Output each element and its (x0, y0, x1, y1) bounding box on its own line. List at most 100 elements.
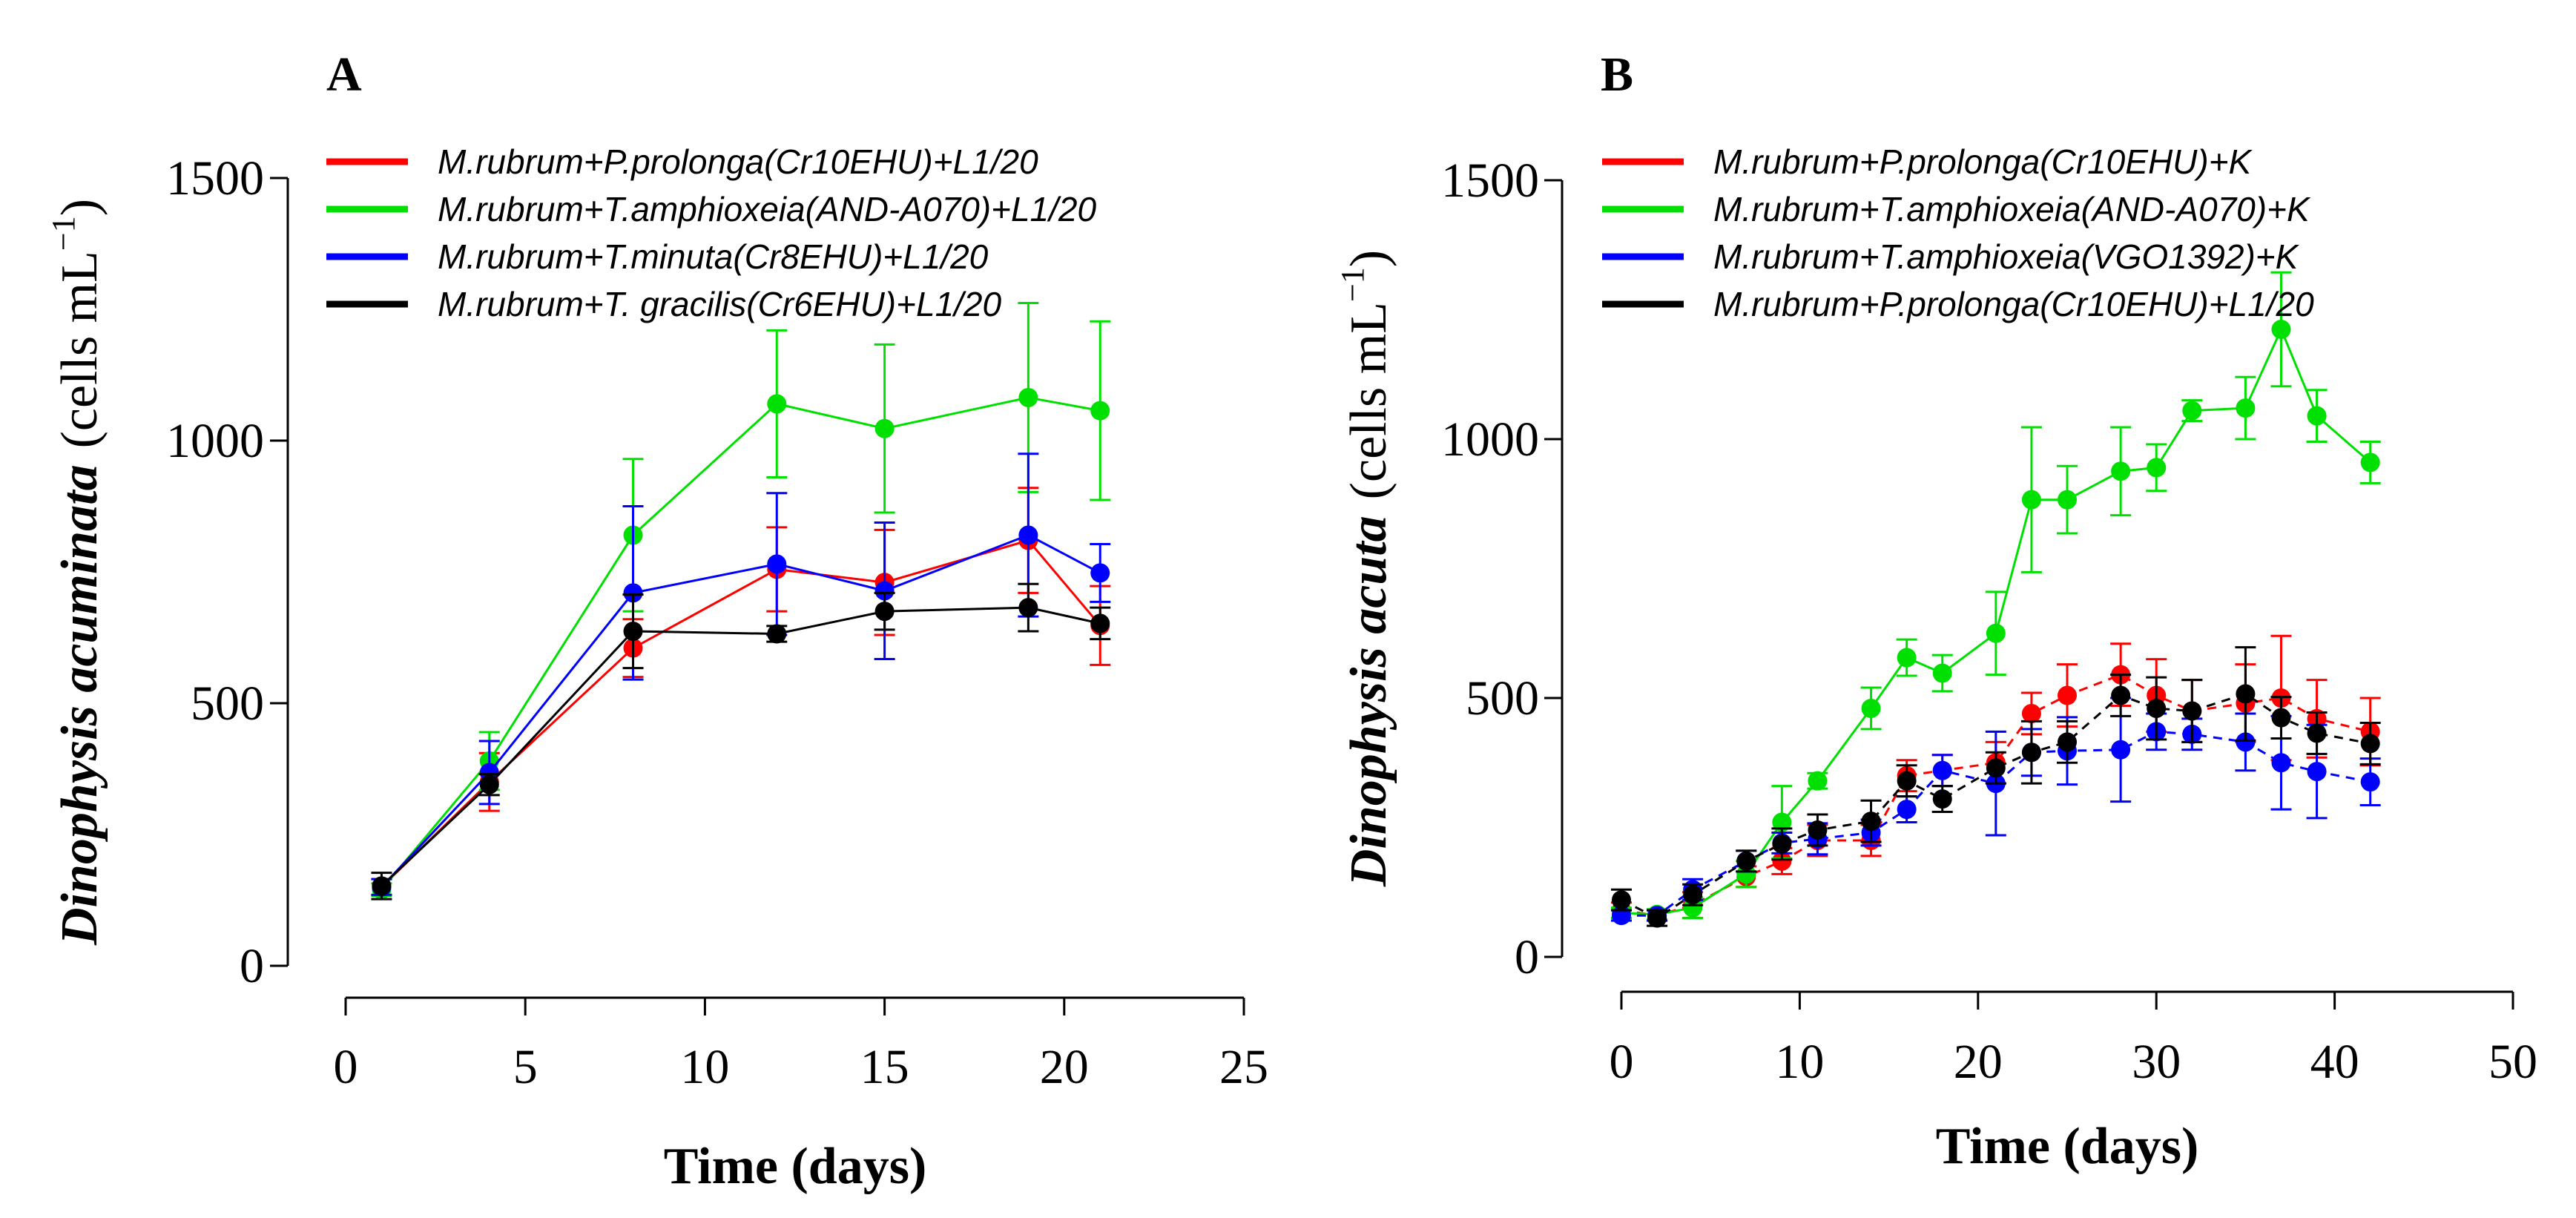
panel-a-legend-label: M.rubrum+T.minuta(Cr8EHU)+L1/20 (438, 237, 989, 276)
panel-b-legend-item: M.rubrum+P.prolonga(Cr10EHU)+L1/20 (1602, 285, 2314, 323)
panel-b-data-point (1897, 771, 1917, 791)
panel-b-data-point (1647, 908, 1667, 928)
panel-a-y-title-group: Dinophysis acuminata (cells mL−1) (45, 199, 108, 946)
panel-b-x-tick-label: 10 (1775, 1035, 1824, 1089)
panel-a-legend: M.rubrum+P.prolonga(Cr10EHU)+L1/20 M.rubr… (326, 142, 1096, 323)
panel-a-data-point (372, 876, 392, 896)
panel-b-data-point (1808, 820, 1828, 840)
panel-b-chart: B 0 500 1000 1500 0 10 20 30 40 50 Time (days) Dinop… (1334, 47, 2537, 1175)
panel-b-data-point (2021, 703, 2041, 723)
panel-a-y-title-close: ) (51, 199, 108, 216)
panel-b-legend-label: M.rubrum+T.amphioxeia(VGO1392)+K (1713, 237, 2300, 276)
panel-a-data-point (767, 394, 787, 414)
panel-b-x-tick-label: 50 (2488, 1035, 2537, 1089)
panel-b-data-point (2360, 452, 2380, 473)
panel-a-data-point (767, 624, 787, 644)
panel-a-chart: A 0 500 1000 1500 0 5 10 15 20 25 Time (days) Dinoph… (45, 47, 1268, 1195)
panel-b-legend-item: M.rubrum+T.amphioxeia(AND-A070)+K (1602, 190, 2311, 228)
panel-a-y-title-unit: (cells mL (51, 251, 108, 448)
panel-a-y-tick-label: 1500 (166, 151, 264, 205)
panel-b-data-point (1932, 760, 1952, 780)
panel-b-data-point (1808, 771, 1828, 791)
panel-b-data-point (1932, 789, 1952, 809)
panel-a-data-point (479, 774, 499, 794)
panel-b-data-point (1683, 885, 1703, 905)
panel-b-data-point (2360, 772, 2380, 792)
panel-b-data-point (2021, 490, 2041, 510)
panel-a-data-point (1018, 598, 1038, 618)
panel-b-data-point (1772, 812, 1792, 832)
panel-b-data-point (1986, 758, 2006, 778)
panel-b-legend-label: M.rubrum+P.prolonga(Cr10EHU)+K (1713, 142, 2253, 181)
panel-b-y-title-exponent: −1 (1334, 267, 1371, 302)
panel-a-legend-item: M.rubrum+T. gracilis(Cr6EHU)+L1/20 (326, 285, 1002, 323)
panel-b-series-4 (1611, 646, 2381, 928)
panel-a-label: A (326, 47, 362, 102)
panel-b-data-point (2111, 740, 2131, 760)
panel-a-y-tick-label: 500 (191, 677, 264, 731)
panel-b-data-point (1897, 648, 1917, 668)
panel-b-y-tick-label: 0 (1515, 930, 1539, 984)
panel-a-legend-item: M.rubrum+T.minuta(Cr8EHU)+L1/20 (326, 237, 989, 276)
panel-b-data-point (1986, 623, 2006, 643)
panel-a-data-point (874, 418, 895, 438)
panel-b-legend-label: M.rubrum+T.amphioxeia(AND-A070)+K (1713, 190, 2311, 228)
panel-b-x-tick-label: 20 (1954, 1035, 2003, 1089)
panel-a-data-point (874, 602, 895, 622)
panel-b-y-tick-label: 1500 (1441, 154, 1539, 208)
panel-a-x-tick-label: 5 (513, 1040, 538, 1094)
panel-a-x-tick-label: 25 (1219, 1040, 1268, 1094)
panel-b-data-point (1772, 851, 1792, 871)
panel-b-x-tick-label: 0 (1610, 1035, 1634, 1089)
panel-b-data-point (2271, 753, 2291, 773)
panel-a-data-point (623, 583, 643, 603)
panel-a-data-point (874, 581, 895, 601)
panel-a-data-point (1090, 563, 1110, 583)
panel-b-data-point (2307, 762, 2327, 782)
panel-b-legend-item: M.rubrum+P.prolonga(Cr10EHU)+K (1602, 142, 2253, 181)
panel-b-data-point (2182, 701, 2202, 721)
panel-a-x-tick-label: 10 (680, 1040, 729, 1094)
panel-b-data-point (2058, 732, 2077, 752)
panel-a-legend-item: M.rubrum+P.prolonga(Cr10EHU)+L1/20 (326, 142, 1038, 181)
panel-b-data-point (1612, 890, 1631, 910)
panel-b-data-point (2058, 685, 2077, 705)
panel-b-data-point (1897, 800, 1917, 820)
panel-a-x-tick-label: 0 (334, 1040, 358, 1094)
panel-b-legend: M.rubrum+P.prolonga(Cr10EHU)+K M.rubrum+T… (1602, 142, 2314, 323)
panel-a-legend-label: M.rubrum+T. gracilis(Cr6EHU)+L1/20 (438, 285, 1002, 323)
panel-b-data-point (2307, 723, 2327, 743)
panel-a-data-point (623, 622, 643, 642)
panel-b-data-point (2021, 743, 2041, 763)
panel-a-data-point (1090, 401, 1110, 421)
panel-a-series-2 (371, 302, 1111, 900)
panel-a-series-4 (371, 582, 1111, 901)
panel-a-data-point (1018, 525, 1038, 545)
panel-a-y-tick-label: 0 (240, 939, 264, 993)
panel-a-x-title: Time (days) (664, 1138, 927, 1195)
panel-a-y-title: Dinophysis acuminata (cells mL−1) (45, 199, 108, 946)
panel-b-data-point (2236, 684, 2256, 704)
panel-b-data-point (1932, 663, 1952, 683)
panel-b-data-point (2271, 708, 2291, 728)
panel-b-data-point (1861, 698, 1881, 718)
panel-b-x-tick-label: 40 (2310, 1035, 2359, 1089)
panel-b-label: B (1601, 47, 1633, 102)
panel-a-y-title-species: Dinophysis acuminata (51, 464, 108, 946)
panel-a-x-tick-label: 15 (860, 1040, 909, 1094)
panel-b-data-point (2147, 458, 2167, 478)
panel-b-data-point (2182, 401, 2202, 421)
panel-a-data-point (1090, 613, 1110, 633)
panel-b-data-point (2111, 461, 2131, 481)
panel-a-data-point (767, 554, 787, 574)
panel-b-data-point (2236, 398, 2256, 418)
panel-b-y-tick-label: 500 (1466, 671, 1539, 725)
panel-b-y-title-unit: (cells mL (1340, 302, 1397, 499)
panel-a-data-point (1018, 387, 1038, 407)
panel-b-x-tick-label: 30 (2132, 1035, 2181, 1089)
panel-b-data-point (1861, 812, 1881, 832)
panel-b-y-title-close: ) (1340, 250, 1397, 267)
panel-b-data-point (2271, 320, 2291, 340)
panel-b-y-title-species: Dinophysis acuta (1340, 516, 1397, 887)
